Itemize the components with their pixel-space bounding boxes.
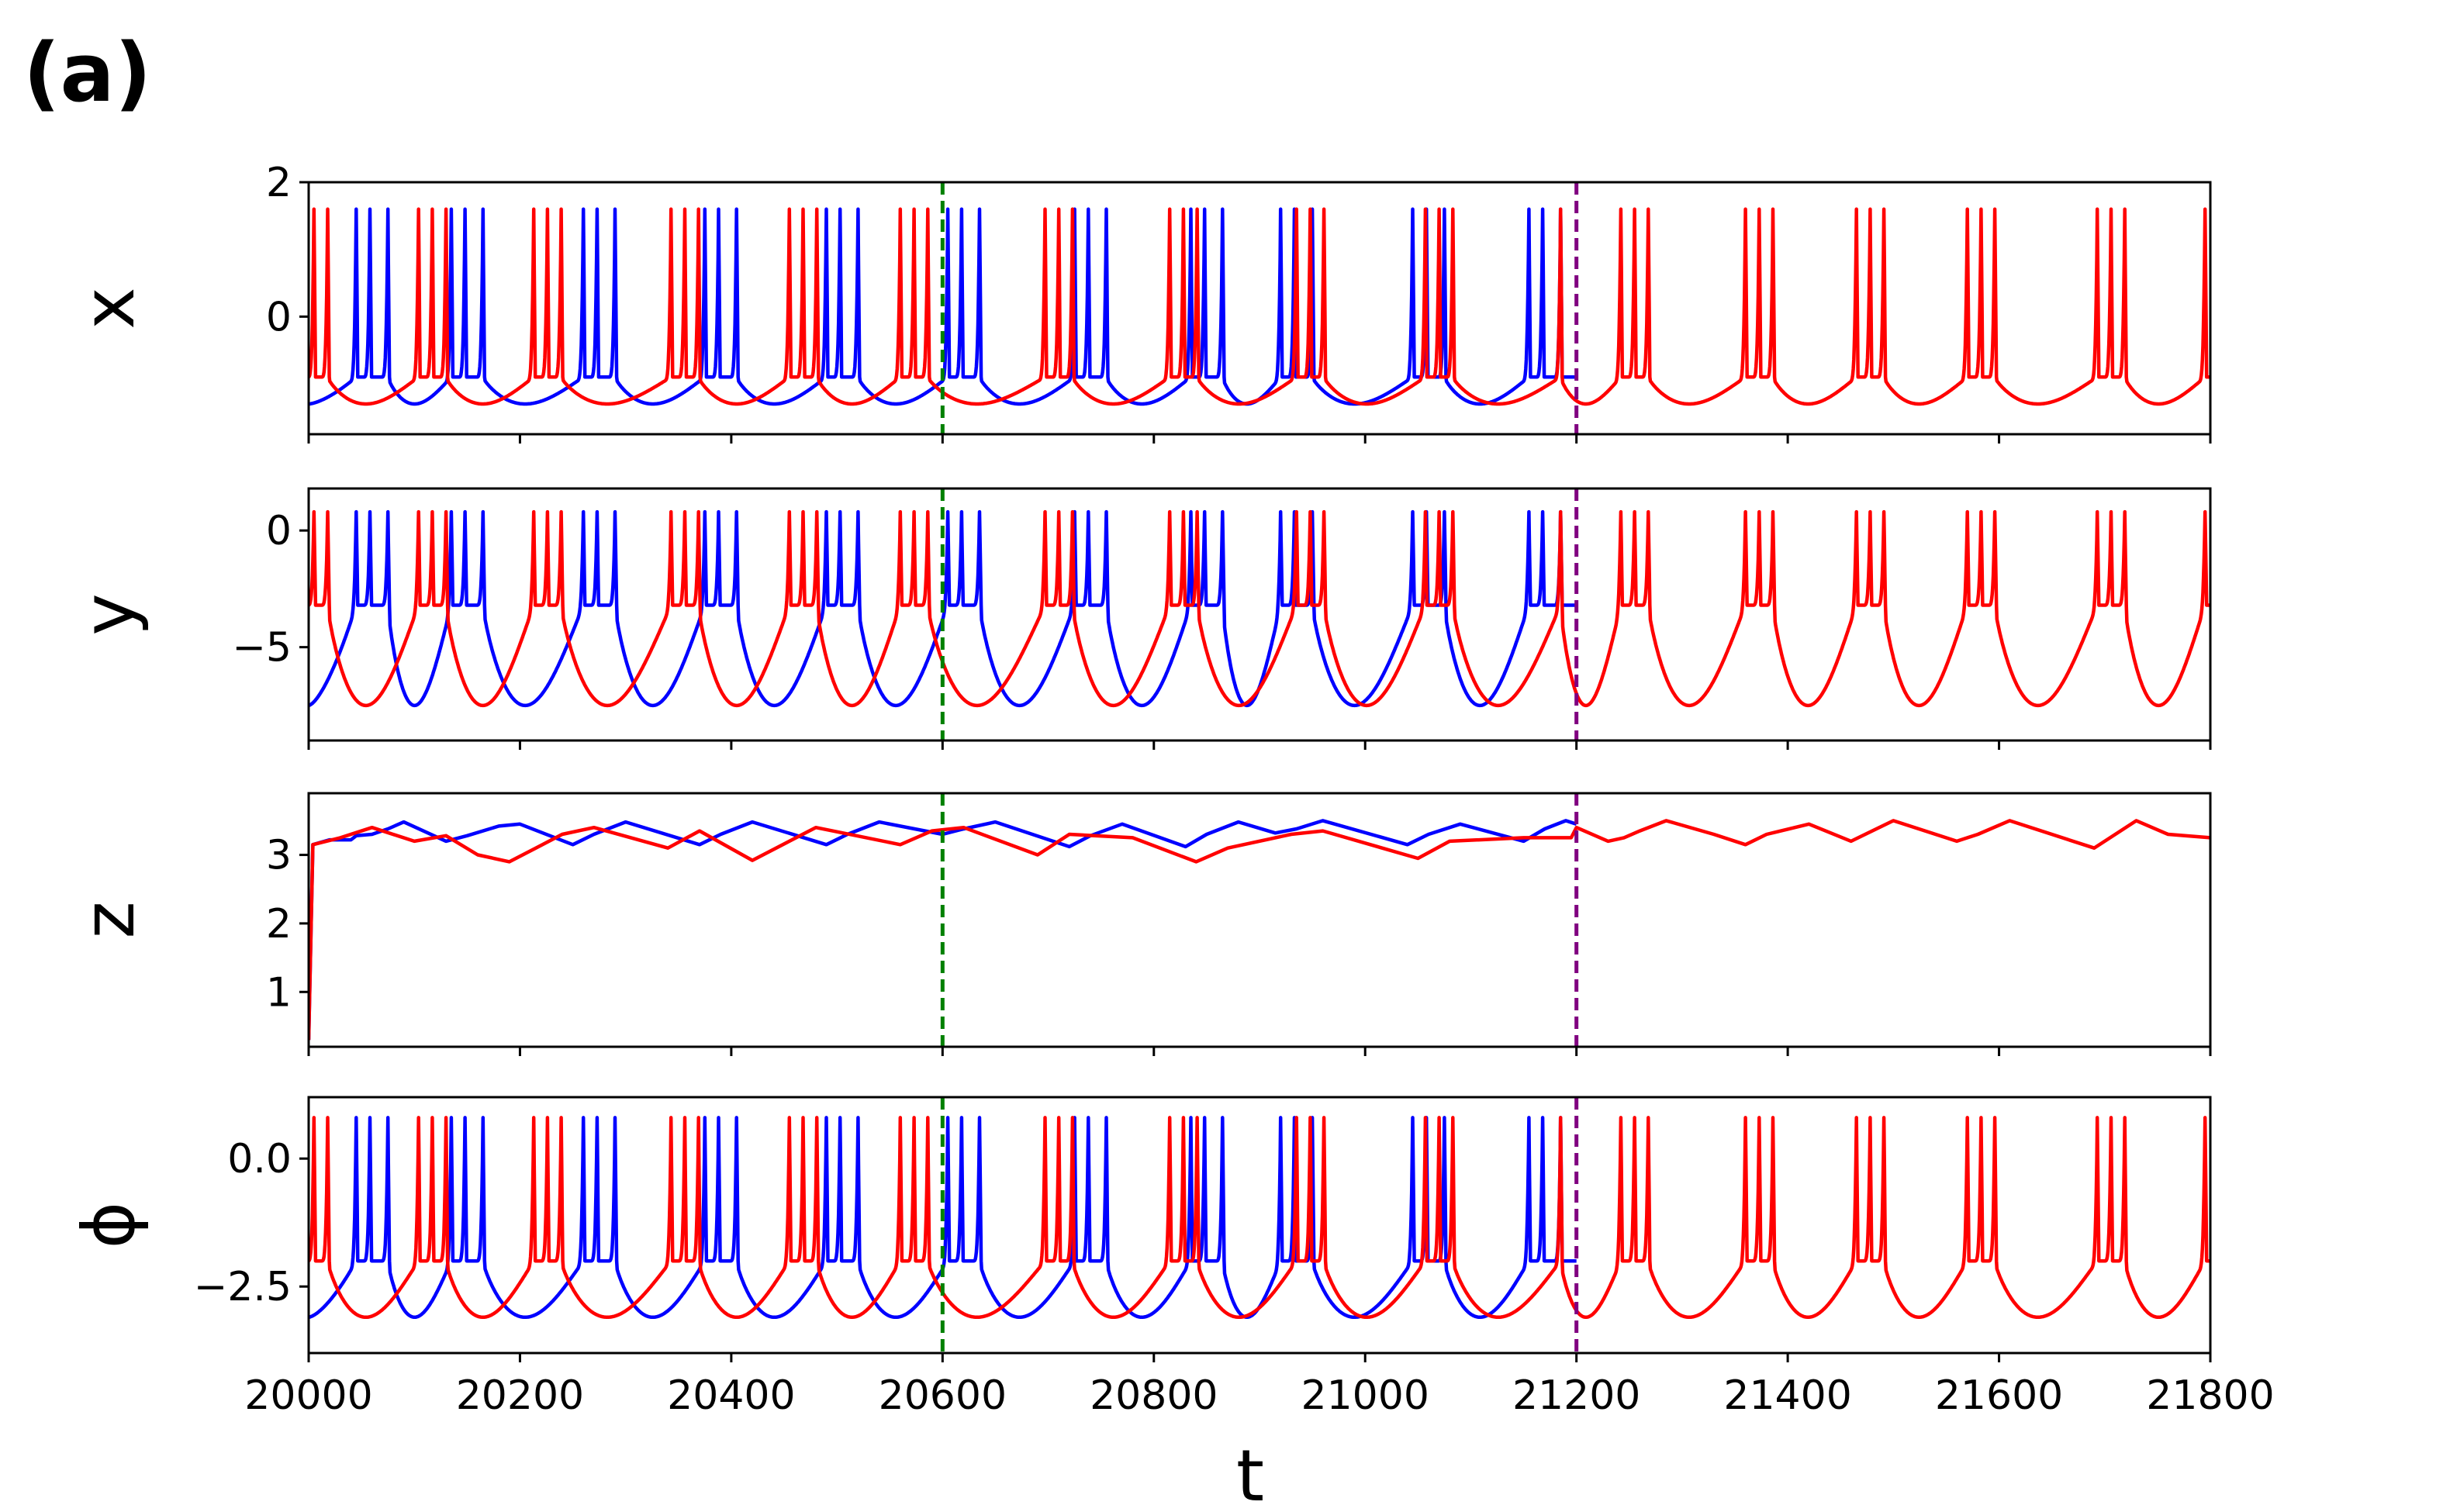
axes-frame <box>307 792 2212 1048</box>
y-tick-label: 0 <box>266 508 292 554</box>
axes-frame <box>307 487 2212 742</box>
series-blue-line <box>309 819 1577 1041</box>
y-axis-label: x <box>67 287 150 329</box>
panel-4: 0.0 −2.5 20000 20200 20400 20600 20800 21000 212… <box>67 1096 2275 1419</box>
y-tick-label: 3 <box>266 833 292 879</box>
panel-2: 0 −5 y <box>67 487 2212 750</box>
y-axis-label: y <box>67 593 150 635</box>
series-red-line <box>309 1116 2210 1320</box>
y-tick-label: 0.0 <box>227 1136 292 1182</box>
y-tick-label: 0 <box>266 294 292 340</box>
x-tick-label: 21200 <box>1512 1372 1640 1419</box>
y-tick-label: −5 <box>232 625 292 671</box>
series-red-line <box>309 509 2210 708</box>
y-axis-label: z <box>67 901 150 938</box>
x-tick-label: 20600 <box>879 1372 1007 1419</box>
x-axis-label: t <box>1236 1434 1264 1512</box>
axes-frame <box>307 181 2212 436</box>
x-tick-label: 20800 <box>1090 1372 1218 1419</box>
panel-3: 3 2 1 z <box>67 792 2212 1056</box>
y-tick-label: 1 <box>266 969 292 1016</box>
y-tick-label: −2.5 <box>194 1264 292 1310</box>
x-tick-label: 20400 <box>667 1372 795 1419</box>
y-tick-label: 2 <box>266 901 292 948</box>
panel-label: (a) <box>23 26 151 120</box>
y-tick-label: 2 <box>266 160 292 206</box>
x-tick-label: 21400 <box>1723 1372 1851 1419</box>
x-tick-label: 21000 <box>1301 1372 1429 1419</box>
x-tick-label: 20200 <box>456 1372 584 1419</box>
series-red-line <box>309 819 2210 1041</box>
y-axis-label: ϕ <box>67 1202 150 1249</box>
x-tick-label: 21800 <box>2146 1372 2274 1419</box>
axes-frame <box>307 1096 2212 1355</box>
series-red-line <box>309 207 2210 406</box>
plot-panels: 2 0 x 0 −5 y 3 2 1 z 0.0 −2.5 20000 20200 20400 20600 20… <box>67 160 2275 1419</box>
x-tick-label: 21600 <box>1935 1372 2063 1419</box>
x-tick-label: 20000 <box>244 1372 372 1419</box>
panel-1: 2 0 x <box>67 160 2212 444</box>
